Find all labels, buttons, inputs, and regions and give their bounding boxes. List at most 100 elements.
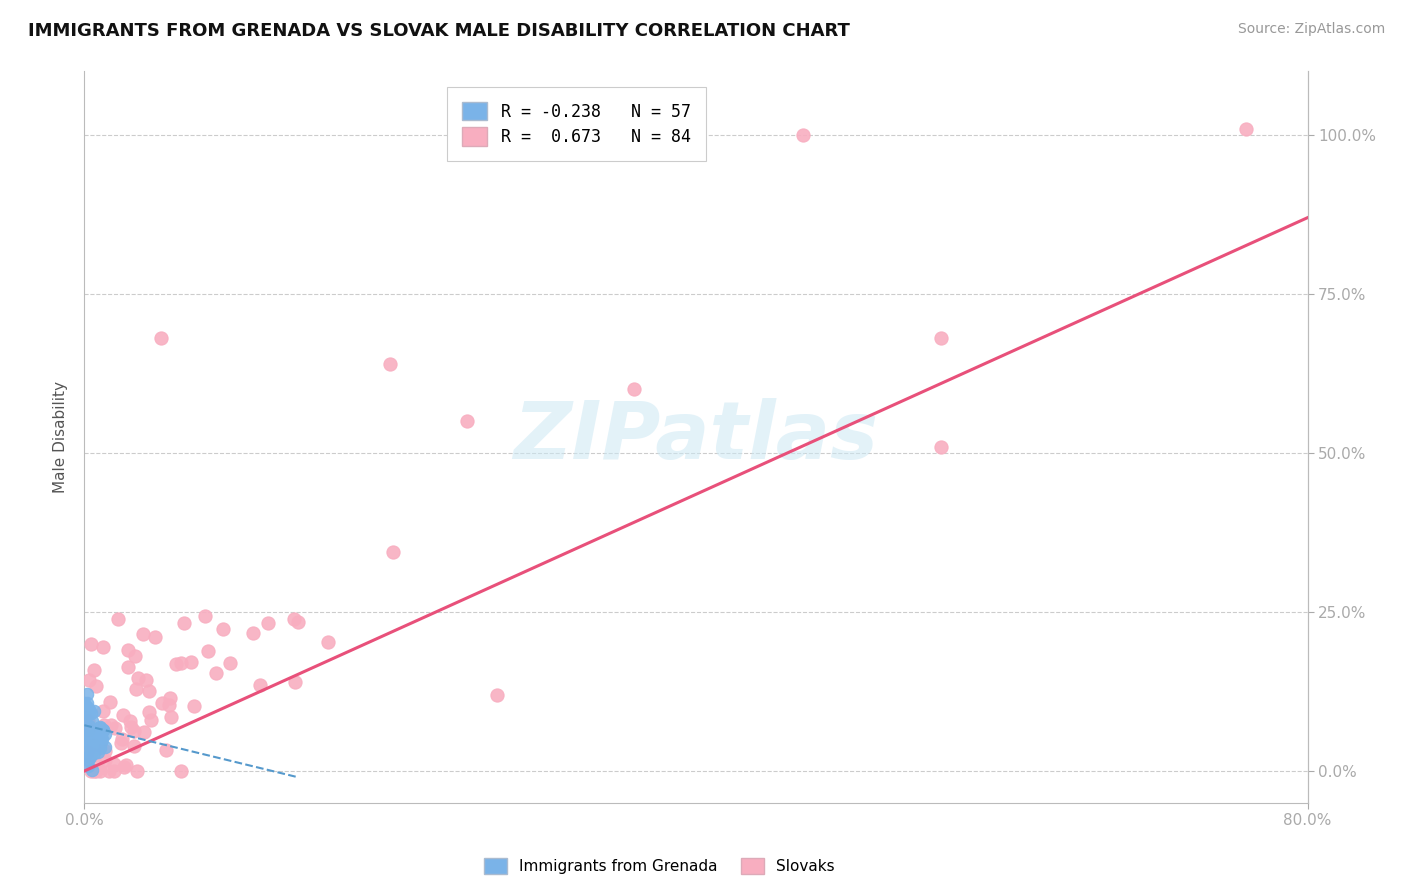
Text: IMMIGRANTS FROM GRENADA VS SLOVAK MALE DISABILITY CORRELATION CHART: IMMIGRANTS FROM GRENADA VS SLOVAK MALE D… xyxy=(28,22,851,40)
Point xyxy=(80,706,103,720)
Point xyxy=(173,616,195,631)
Point xyxy=(98,695,121,709)
Point xyxy=(80,764,103,778)
Point xyxy=(89,720,111,734)
Point xyxy=(77,733,100,747)
Point xyxy=(76,696,98,710)
Point xyxy=(75,730,97,744)
Point xyxy=(76,714,98,728)
Point xyxy=(79,747,101,762)
Point xyxy=(115,757,138,772)
Point xyxy=(100,717,122,731)
Point xyxy=(929,331,952,345)
Point xyxy=(242,626,264,640)
Point xyxy=(83,664,105,678)
Point xyxy=(94,739,117,754)
Point xyxy=(76,732,98,747)
Point xyxy=(86,680,108,694)
Point xyxy=(90,735,112,749)
Point xyxy=(90,727,112,741)
Point xyxy=(112,707,135,722)
Point xyxy=(205,666,228,681)
Point xyxy=(104,721,127,735)
Point xyxy=(127,671,149,685)
Point xyxy=(138,705,160,719)
Point xyxy=(122,739,145,753)
Point xyxy=(159,698,181,712)
Point xyxy=(89,722,111,736)
Point xyxy=(80,714,103,729)
Point xyxy=(82,738,104,752)
Point xyxy=(257,616,280,631)
Point xyxy=(103,757,125,772)
Point xyxy=(112,760,135,774)
Point xyxy=(89,740,111,755)
Point xyxy=(89,764,111,778)
Point xyxy=(131,626,153,640)
Point xyxy=(486,688,509,702)
Point xyxy=(318,635,340,649)
Point xyxy=(76,737,98,751)
Point xyxy=(197,644,219,658)
Point xyxy=(77,734,100,748)
Point xyxy=(87,727,110,741)
Point xyxy=(75,734,97,748)
Point xyxy=(75,758,97,772)
Point xyxy=(149,331,172,345)
Point xyxy=(125,764,148,778)
Point xyxy=(83,747,105,762)
Point xyxy=(170,657,193,671)
Point xyxy=(122,723,145,738)
Point xyxy=(76,731,98,745)
Point xyxy=(75,721,97,735)
Point xyxy=(135,673,157,687)
Point xyxy=(94,752,117,766)
Text: Source: ZipAtlas.com: Source: ZipAtlas.com xyxy=(1237,22,1385,37)
Point xyxy=(94,727,117,741)
Point xyxy=(91,704,114,718)
Point xyxy=(73,696,96,710)
Point xyxy=(77,673,100,688)
Point xyxy=(456,414,478,428)
Point xyxy=(84,732,107,747)
Point xyxy=(77,703,100,717)
Point xyxy=(110,736,132,750)
Legend: Immigrants from Grenada, Slovaks: Immigrants from Grenada, Slovaks xyxy=(477,851,842,882)
Point xyxy=(77,730,100,744)
Point xyxy=(76,700,98,714)
Point xyxy=(77,749,100,764)
Point xyxy=(929,440,952,454)
Point xyxy=(77,759,100,773)
Point xyxy=(73,728,96,742)
Point xyxy=(75,710,97,724)
Point xyxy=(76,753,98,767)
Point xyxy=(80,764,103,778)
Point xyxy=(75,732,97,747)
Point xyxy=(79,749,101,764)
Point xyxy=(84,764,107,778)
Point xyxy=(91,723,114,738)
Point xyxy=(93,718,115,732)
Point xyxy=(159,691,181,706)
Point xyxy=(249,678,271,692)
Point xyxy=(139,714,162,728)
Point xyxy=(170,764,193,778)
Point xyxy=(80,745,103,759)
Point xyxy=(76,715,98,730)
Point xyxy=(86,731,108,745)
Point xyxy=(219,656,242,670)
Point xyxy=(1236,121,1258,136)
Point xyxy=(91,640,114,655)
Point xyxy=(77,744,100,758)
Point xyxy=(76,708,98,723)
Point xyxy=(76,687,98,701)
Point xyxy=(79,737,101,751)
Point xyxy=(73,710,96,724)
Point xyxy=(380,357,402,371)
Point xyxy=(73,705,96,719)
Point xyxy=(124,649,146,664)
Point xyxy=(79,703,101,717)
Point xyxy=(134,725,156,739)
Point xyxy=(382,545,405,559)
Point xyxy=(89,724,111,739)
